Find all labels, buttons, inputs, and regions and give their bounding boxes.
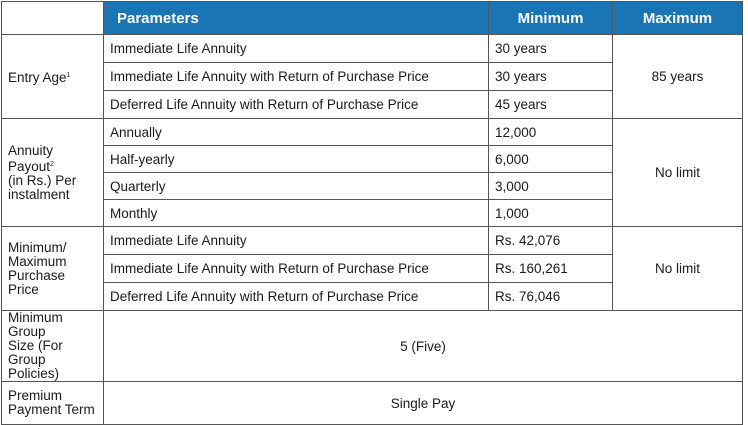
purchase-price-row-name: Immediate Life Annuity (103, 226, 489, 255)
annuity-payout-row-min: 12,000 (488, 118, 613, 146)
table-row: Immediate Life Annuity with Return of Pu… (2, 62, 743, 91)
table-row: Monthly 1,000 (2, 199, 743, 227)
entry-age-row-name: Immediate Life Annuity with Return of Pu… (103, 62, 489, 91)
table-row: Half-yearly 6,000 (2, 145, 743, 173)
header-row: Parameters Minimum Maximum (1, 1, 743, 35)
table-row: Minimum/Maximum Purchase Price Immediate … (1, 226, 743, 311)
group-size-label: Minimum Group Size (For Group Policies) (1, 310, 104, 382)
annuity-payout-max: No limit (612, 118, 743, 227)
purchase-price-row-min: Rs. 42,076 (488, 226, 613, 255)
annuity-payout-footnote: 2 (50, 160, 54, 168)
table-row: Deferred Life Annuity with Return of Pur… (2, 282, 743, 311)
annuity-payout-row-name: Quarterly (103, 172, 489, 200)
entry-age-row-name: Immediate Life Annuity (103, 34, 489, 63)
premium-term-label: Premium Payment Term (1, 381, 104, 425)
premium-term-value: Single Pay (103, 381, 743, 425)
entry-age-row-min: 30 years (488, 62, 613, 91)
purchase-price-label: Minimum/Maximum Purchase Price (1, 226, 104, 311)
purchase-price-row-min: Rs. 76,046 (488, 282, 613, 311)
group-size-value: 5 (Five) (103, 310, 743, 382)
purchase-price-max: No limit (612, 226, 743, 311)
entry-age-row-name: Deferred Life Annuity with Return of Pur… (103, 90, 489, 119)
table-row: Minimum Group Size (For Group Policies) 5 … (1, 310, 743, 382)
purchase-price-row-name: Deferred Life Annuity with Return of Pur… (103, 282, 489, 311)
header-maximum: Maximum (612, 1, 743, 35)
header-blank-cell (1, 1, 104, 35)
annuity-payout-row-min: 3,000 (488, 172, 613, 200)
table-row: Quarterly 3,000 (2, 172, 743, 200)
annuity-payout-row-min: 1,000 (488, 199, 613, 227)
header-parameters: Parameters (103, 1, 489, 35)
entry-age-max: 85 years (612, 34, 743, 119)
entry-age-row-min: 30 years (488, 34, 613, 63)
entry-age-row-min: 45 years (488, 90, 613, 119)
annuity-payout-row-name: Annually (103, 118, 489, 146)
table-row: Immediate Life Annuity with Return of Pu… (2, 254, 743, 283)
table-row: Annuity Payout2 (in Rs.) Per instalment Ann… (1, 118, 743, 227)
header-minimum: Minimum (488, 1, 613, 35)
annuity-payout-label: Annuity Payout2 (in Rs.) Per instalment (1, 118, 104, 227)
purchase-price-row-name: Immediate Life Annuity with Return of Pu… (103, 254, 489, 283)
annuity-payout-row-name: Half-yearly (103, 145, 489, 173)
table-row: Entry Age1 Immediate Life Annuity 30 yea… (1, 34, 743, 119)
entry-age-label: Entry Age1 (1, 34, 104, 119)
entry-age-footnote: 1 (66, 71, 71, 79)
purchase-price-row-min: Rs. 160,261 (488, 254, 613, 283)
annuity-payout-row-name: Monthly (103, 199, 489, 227)
annuity-payout-row-min: 6,000 (488, 145, 613, 173)
table-row: Premium Payment Term Single Pay (1, 381, 743, 425)
